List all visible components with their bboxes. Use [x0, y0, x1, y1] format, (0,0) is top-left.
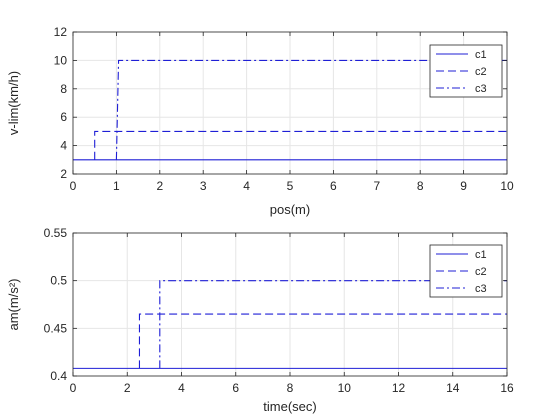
x-axis-label: pos(m)	[270, 202, 310, 217]
x-tick-label: 6	[232, 381, 239, 395]
y-tick-label: 6	[60, 110, 67, 124]
series-line-c3	[159, 280, 507, 369]
y-tick-label: 0.4	[50, 369, 67, 383]
plot-acceleration: 0 2 4 6 8 10 12 14 16 0.4 0.45 0.5 0.55 time(sec) am(m…	[6, 226, 514, 414]
legend-label-c1: c1	[475, 249, 487, 261]
y-tick-label: 0.45	[44, 321, 68, 335]
x-tick-label: 14	[446, 381, 460, 395]
legend-label-c1: c1	[475, 49, 487, 61]
x-axis-label: time(sec)	[263, 399, 316, 414]
series-line-c2	[138, 313, 507, 369]
series-line-c2	[94, 130, 507, 160]
x-tick-label: 1	[113, 179, 120, 193]
x-tick-label: 4	[178, 381, 185, 395]
y-tick-label: 0.55	[44, 226, 68, 240]
x-tick-label: 5	[287, 179, 294, 193]
y-axis-label: v-lim(km/h)	[6, 71, 21, 135]
x-tick-label: 16	[500, 381, 514, 395]
x-tick-label: 6	[330, 179, 337, 193]
x-tick-label: 10	[500, 179, 514, 193]
series-line-c3	[115, 59, 507, 160]
plot-velocity-limit: 0 1 2 3 4 5 6 7 8 9 1024681012pos(m)v-lim(km/h)c1c…	[6, 25, 514, 217]
y-tick-label: 2	[60, 167, 67, 181]
x-tick-label: 8	[417, 179, 424, 193]
legend-label-c2: c2	[475, 266, 487, 278]
x-tick-label: 8	[287, 381, 294, 395]
legend-label-c3: c3	[475, 283, 487, 295]
x-tick-label: 4	[243, 179, 250, 193]
x-tick-label: 9	[460, 179, 467, 193]
x-tick-label: 0	[70, 179, 77, 193]
x-tick-label: 2	[156, 179, 163, 193]
legend-label-c3: c3	[475, 83, 487, 95]
x-tick-label: 7	[373, 179, 380, 193]
y-tick-label: 10	[54, 53, 68, 67]
x-tick-label: 3	[200, 179, 207, 193]
x-tick-label: 12	[392, 381, 406, 395]
y-tick-label: 0.5	[50, 274, 67, 288]
y-tick-label: 12	[54, 25, 68, 39]
legend-label-c2: c2	[475, 66, 487, 78]
x-tick-label: 2	[124, 381, 131, 395]
x-tick-label: 10	[338, 381, 352, 395]
y-tick-label: 8	[60, 82, 67, 96]
y-axis-label: am(m/s²)	[6, 279, 21, 331]
x-tick-label: 0	[70, 381, 77, 395]
y-tick-label: 4	[60, 139, 67, 153]
